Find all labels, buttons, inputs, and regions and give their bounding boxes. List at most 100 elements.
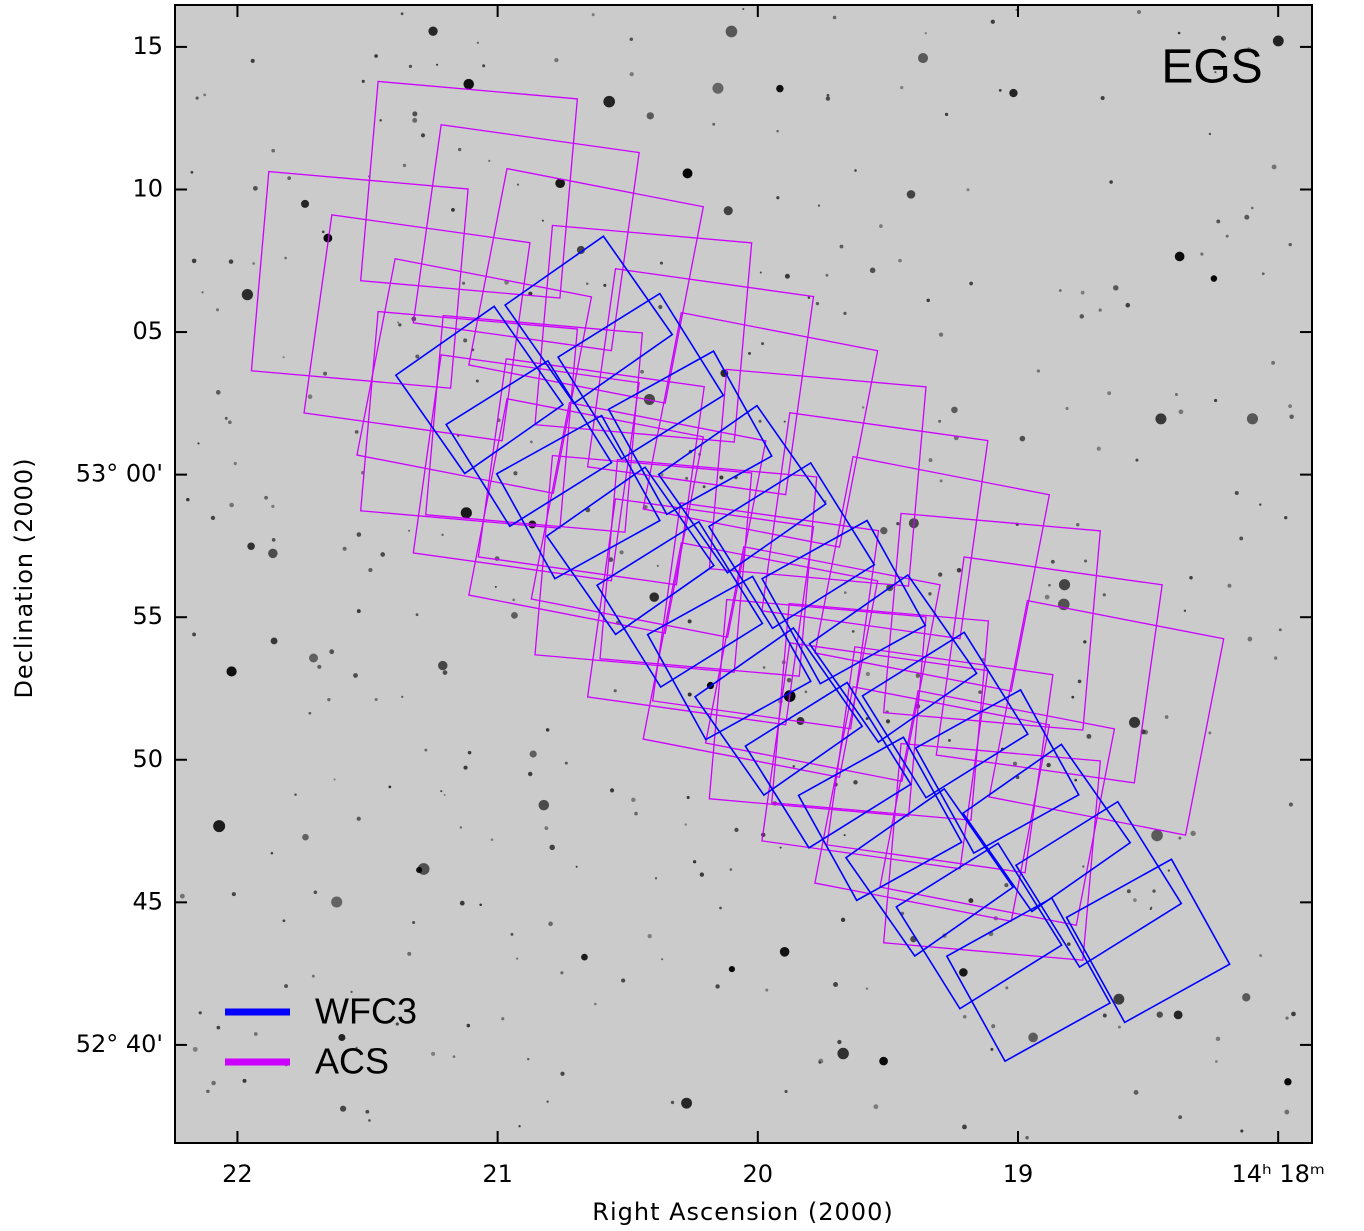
star	[1234, 490, 1239, 496]
star	[818, 1058, 824, 1064]
star	[1246, 47, 1252, 52]
star	[407, 951, 412, 956]
star	[438, 660, 448, 671]
star	[516, 957, 519, 960]
star	[401, 695, 404, 698]
star	[228, 259, 234, 264]
y-tick-label: 15	[132, 32, 163, 60]
pointing-tile	[303, 214, 531, 442]
star	[241, 289, 254, 301]
star	[560, 1071, 565, 1076]
star	[1284, 1078, 1292, 1086]
star	[715, 984, 720, 989]
star	[1190, 830, 1196, 837]
star	[231, 892, 236, 897]
pointing-tile	[693, 626, 864, 797]
star	[776, 130, 779, 133]
star	[944, 112, 949, 116]
pointing-tile	[504, 235, 674, 405]
star	[843, 311, 847, 316]
star	[1118, 1025, 1121, 1029]
x-axis-label: Right Ascension (2000)	[592, 1198, 893, 1226]
star	[1164, 715, 1169, 719]
star	[915, 673, 921, 678]
star	[576, 245, 585, 255]
star	[253, 1032, 258, 1036]
star	[311, 974, 315, 978]
pointing-tile	[595, 520, 764, 689]
star	[865, 671, 871, 677]
star	[340, 1105, 347, 1112]
star	[594, 1002, 597, 1006]
star	[654, 877, 658, 880]
star	[1048, 583, 1051, 587]
star	[660, 473, 664, 477]
star	[861, 406, 865, 409]
pointing-tile	[394, 305, 565, 475]
star	[1084, 559, 1088, 563]
pointing-tile	[808, 573, 978, 744]
star	[1028, 1032, 1038, 1043]
star	[356, 609, 361, 614]
star	[643, 505, 648, 509]
star	[969, 281, 973, 286]
star	[527, 1057, 530, 1061]
star	[270, 637, 278, 645]
star	[1074, 778, 1077, 782]
star	[1208, 731, 1212, 735]
star	[213, 820, 226, 833]
star	[463, 338, 468, 343]
star	[365, 1109, 370, 1114]
star	[854, 169, 857, 172]
star	[575, 865, 578, 868]
star	[368, 1119, 371, 1122]
star	[1246, 413, 1259, 425]
star	[342, 546, 347, 551]
pointing-tile	[945, 896, 1112, 1063]
star	[962, 1124, 967, 1130]
chart-title: EGS	[1161, 41, 1262, 94]
star	[307, 394, 313, 400]
star	[216, 308, 220, 312]
pointing-tile	[445, 359, 613, 528]
star	[1044, 594, 1050, 600]
pointing-tile	[814, 455, 1051, 692]
star	[1112, 285, 1119, 291]
star	[659, 261, 663, 265]
star	[443, 793, 446, 796]
star	[271, 504, 275, 508]
star	[554, 57, 559, 63]
star	[308, 711, 312, 715]
star	[591, 13, 595, 17]
star	[758, 419, 762, 423]
pointing-tile	[744, 681, 912, 849]
star	[287, 176, 292, 180]
star	[321, 230, 325, 234]
pointing-tile	[642, 541, 879, 778]
star	[879, 224, 883, 228]
star	[1242, 993, 1251, 1002]
star	[1102, 593, 1106, 597]
star	[926, 298, 930, 303]
star	[686, 795, 690, 799]
star	[619, 550, 624, 555]
star	[640, 369, 644, 374]
pointing-tile	[761, 642, 989, 870]
star	[843, 834, 846, 837]
star	[1133, 1089, 1139, 1095]
star	[792, 765, 795, 768]
star	[494, 585, 497, 588]
star	[928, 592, 932, 596]
star	[646, 112, 654, 120]
sky-background	[175, 5, 1312, 1143]
pointing-tile	[988, 599, 1225, 836]
star	[1167, 869, 1171, 872]
star	[224, 416, 228, 420]
star	[748, 351, 752, 355]
star	[356, 532, 362, 537]
star	[939, 479, 943, 483]
pointing-tile	[534, 224, 753, 443]
star	[959, 968, 968, 977]
star	[779, 846, 782, 849]
